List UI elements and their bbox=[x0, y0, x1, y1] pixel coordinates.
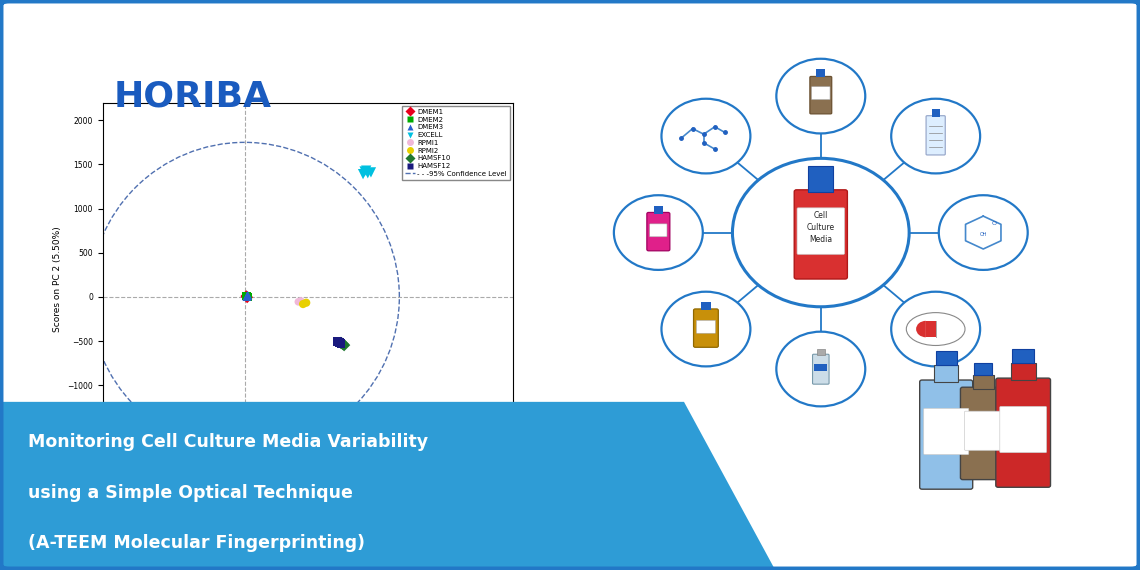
Text: Cell
Culture
Media: Cell Culture Media bbox=[807, 211, 834, 244]
Bar bbox=[936, 351, 956, 365]
Point bbox=[237, 292, 255, 301]
Bar bbox=[1010, 363, 1035, 380]
Point bbox=[238, 293, 256, 302]
Point bbox=[356, 167, 374, 176]
Polygon shape bbox=[0, 402, 775, 570]
FancyBboxPatch shape bbox=[650, 224, 667, 237]
Y-axis label: Scores on PC 2 (5.50%): Scores on PC 2 (5.50%) bbox=[52, 226, 62, 332]
Wedge shape bbox=[945, 321, 955, 337]
Bar bbox=[974, 375, 994, 389]
FancyBboxPatch shape bbox=[813, 354, 829, 384]
FancyBboxPatch shape bbox=[797, 208, 845, 254]
Bar bbox=[934, 365, 959, 382]
Wedge shape bbox=[917, 321, 926, 337]
Point bbox=[290, 298, 308, 307]
FancyBboxPatch shape bbox=[923, 408, 969, 454]
FancyBboxPatch shape bbox=[646, 213, 670, 251]
Circle shape bbox=[661, 99, 750, 173]
Circle shape bbox=[939, 195, 1028, 270]
Point bbox=[333, 339, 351, 348]
FancyBboxPatch shape bbox=[960, 387, 1005, 479]
FancyBboxPatch shape bbox=[996, 378, 1051, 487]
Circle shape bbox=[661, 292, 750, 367]
FancyBboxPatch shape bbox=[809, 76, 832, 114]
Bar bbox=[936, 321, 945, 337]
Text: HORIBA: HORIBA bbox=[114, 80, 272, 114]
FancyBboxPatch shape bbox=[795, 190, 847, 279]
Text: OH: OH bbox=[979, 231, 987, 237]
Point bbox=[335, 340, 353, 349]
Point bbox=[298, 298, 316, 307]
Point bbox=[357, 166, 375, 175]
Legend: DMEM1, DMEM2, DMEM3, EXCELL, RPMI1, RPMI2, HAMSF10, HAMSF12, - - -95% Confidence: DMEM1, DMEM2, DMEM3, EXCELL, RPMI1, RPMI… bbox=[401, 106, 510, 180]
Point bbox=[292, 296, 310, 306]
Point bbox=[361, 168, 380, 177]
Point bbox=[237, 291, 255, 300]
Bar bbox=[975, 364, 992, 375]
Text: Monitoring Cell Culture Media Variability: Monitoring Cell Culture Media Variabilit… bbox=[28, 433, 429, 451]
Bar bbox=[701, 302, 711, 311]
Circle shape bbox=[732, 158, 910, 307]
Point bbox=[332, 339, 350, 348]
FancyBboxPatch shape bbox=[926, 116, 945, 155]
Circle shape bbox=[613, 195, 702, 270]
Bar bbox=[926, 321, 945, 337]
FancyBboxPatch shape bbox=[693, 309, 718, 347]
FancyBboxPatch shape bbox=[920, 380, 972, 489]
FancyBboxPatch shape bbox=[1000, 406, 1047, 453]
FancyBboxPatch shape bbox=[812, 87, 830, 100]
Point bbox=[238, 291, 256, 300]
Point bbox=[332, 339, 350, 348]
Point bbox=[328, 337, 347, 346]
Point bbox=[359, 169, 377, 178]
Circle shape bbox=[776, 332, 865, 406]
Point bbox=[331, 338, 349, 347]
Bar bbox=[653, 206, 663, 214]
Text: (A-TEEM Molecular Fingerprinting): (A-TEEM Molecular Fingerprinting) bbox=[28, 534, 366, 552]
X-axis label: Scores on PC 1 (94.20%): Scores on PC 1 (94.20%) bbox=[252, 481, 364, 489]
Point bbox=[238, 292, 256, 301]
FancyBboxPatch shape bbox=[697, 320, 716, 333]
Bar bbox=[814, 364, 828, 371]
Point bbox=[238, 292, 256, 301]
Text: O: O bbox=[992, 221, 998, 226]
Bar bbox=[817, 349, 824, 355]
Point bbox=[353, 170, 372, 179]
Circle shape bbox=[891, 99, 980, 173]
FancyBboxPatch shape bbox=[964, 411, 1002, 450]
Text: using a Simple Optical Technique: using a Simple Optical Technique bbox=[28, 484, 353, 502]
Bar bbox=[816, 69, 825, 78]
Point bbox=[237, 291, 255, 300]
Point bbox=[238, 292, 256, 302]
Point bbox=[238, 291, 256, 300]
Point bbox=[294, 299, 312, 308]
Bar bbox=[1012, 349, 1034, 363]
Circle shape bbox=[891, 292, 980, 367]
Bar bbox=[808, 166, 833, 192]
Bar bbox=[931, 109, 939, 117]
Circle shape bbox=[776, 59, 865, 133]
